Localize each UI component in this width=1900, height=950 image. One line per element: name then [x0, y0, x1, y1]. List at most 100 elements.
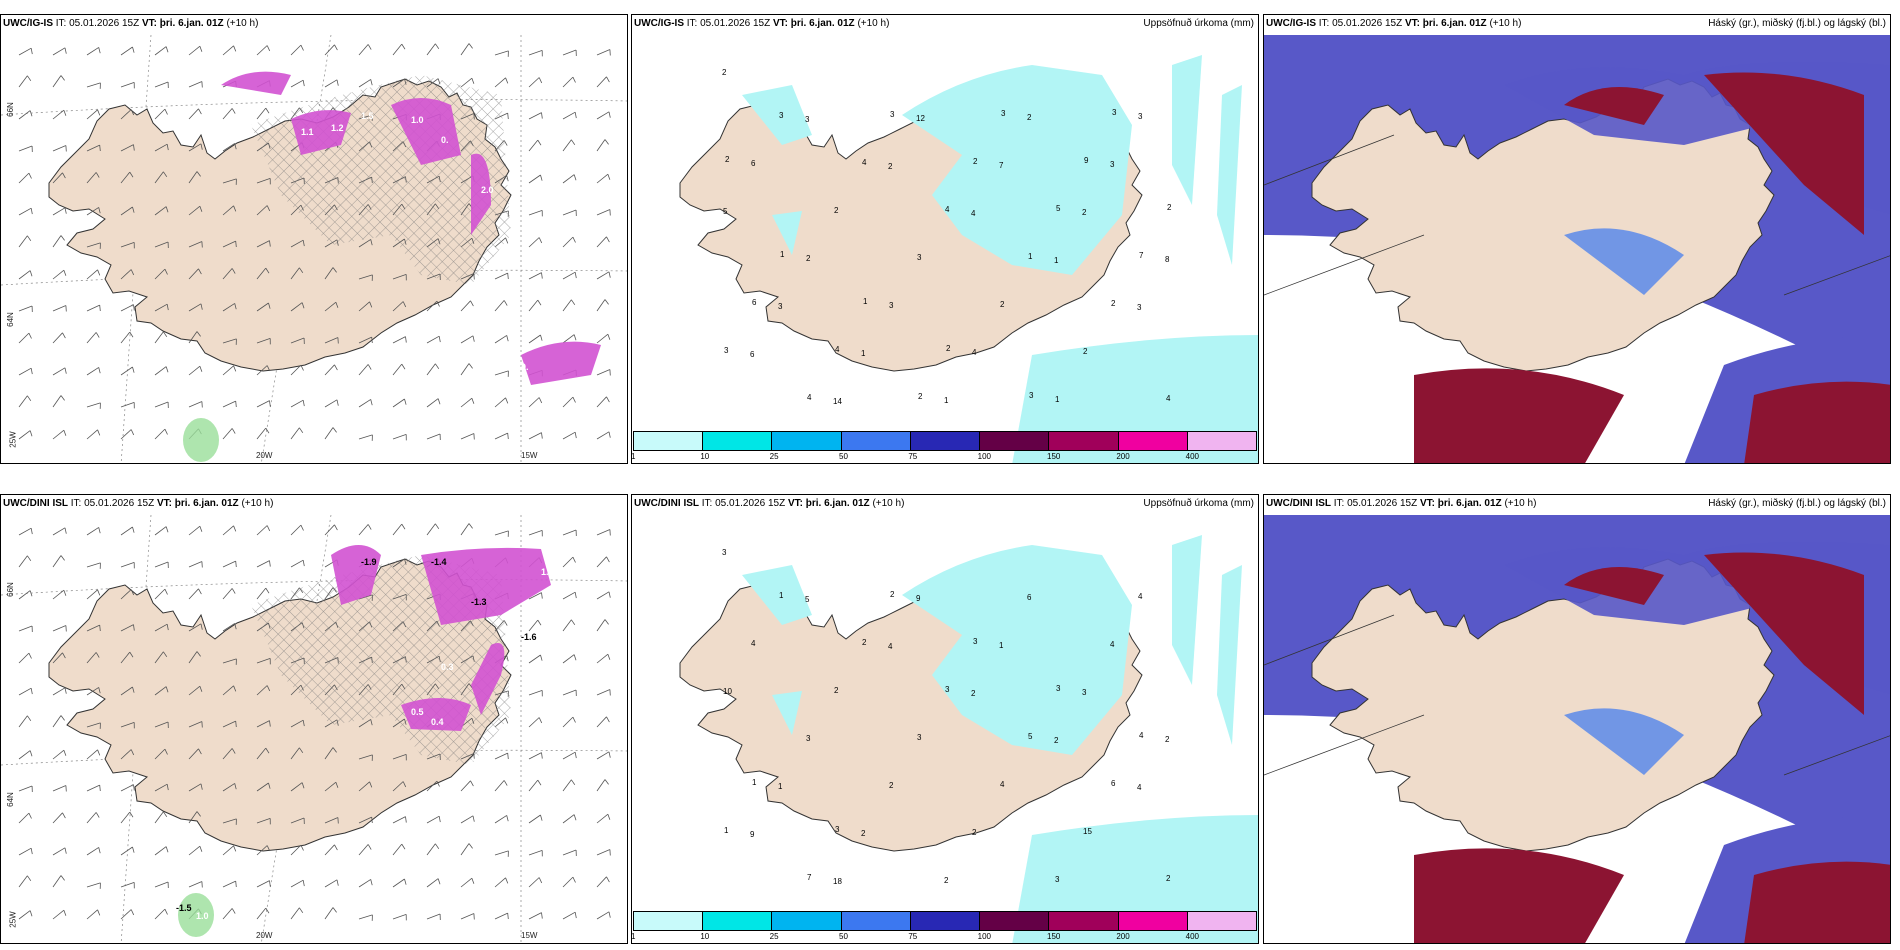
- panel-wind-igis: 1.1 1.2 1.5 1.0 0. 2.0 0.3 0. 0. 66N 64N 25W 20W 15W U…: [0, 14, 628, 464]
- wind-value: 0.: [491, 407, 499, 417]
- precip-value: 4: [945, 205, 950, 214]
- precip-value: 3: [1055, 875, 1060, 884]
- panel-wind-dini: -1.9 -1.4 -1.3 -1.6 1.3 1.6 0.4 0.3 0.5 -1.5 1.0 0.…: [0, 494, 628, 944]
- panel-field-title: Háský (gr.), miðský (fj.bl.) og lágský (…: [1708, 18, 1886, 29]
- precip-value: 15: [1083, 827, 1092, 836]
- precip-value: 6: [1027, 593, 1032, 602]
- axis-label-lat64: 64N: [5, 312, 15, 327]
- precip-value: 1: [778, 782, 783, 791]
- colorbar-tick: 1: [631, 932, 636, 941]
- precip-value: 9: [916, 594, 921, 603]
- precip-value: 3: [890, 110, 895, 119]
- vt-label: VT:: [156, 498, 172, 509]
- map-1: 2324136141272831123523413623224344123432…: [679, 55, 1258, 463]
- model-name: UWC/DINI ISL: [1266, 498, 1331, 509]
- colorbar-tick: 150: [1047, 452, 1061, 461]
- colorbar-segment: [980, 912, 1050, 930]
- precip-value: 3: [1110, 160, 1115, 169]
- precip-value: 4: [1000, 780, 1005, 789]
- precip-value: 3: [778, 302, 783, 311]
- wind-value: 1.5: [361, 111, 374, 121]
- precip-value: 6: [1111, 779, 1116, 788]
- wind-value: 2.0: [481, 185, 494, 195]
- axis-label-lat66: 66N: [5, 102, 15, 117]
- wind-value: 1.6: [561, 547, 574, 557]
- map-3: -1.9 -1.4 -1.3 -1.6 1.3 1.6 0.4 0.3 0.5 -1.5 1.0 0.…: [1, 515, 627, 943]
- snow-blob: [471, 643, 505, 715]
- iceland-land: [1311, 558, 1775, 852]
- lead-time: (+10 h): [226, 18, 259, 29]
- precip-value: 6: [751, 159, 756, 168]
- wind-value: -1.4: [431, 557, 447, 567]
- precip-value: 2: [1000, 300, 1005, 309]
- axis-label-lon15: 15W: [521, 931, 538, 940]
- snow-blob: [291, 110, 351, 155]
- precip-value: 2: [806, 254, 811, 263]
- axis-label-lon20: 20W: [256, 451, 273, 460]
- wind-value: 0.5: [411, 707, 424, 717]
- precip-value: 3: [835, 825, 840, 834]
- init-time: IT: 05.01.2026 15Z: [70, 498, 155, 509]
- lead-time: (+10 h): [872, 498, 905, 509]
- valid-time: þri. 6.jan. 01Z: [1422, 18, 1487, 29]
- colorbar-tick: 50: [839, 932, 848, 941]
- precip-value: 5: [723, 207, 728, 216]
- wind-value: 1.1: [301, 127, 314, 137]
- init-time: IT: 05.01.2026 15Z: [701, 498, 786, 509]
- precip-value: 4: [1110, 640, 1115, 649]
- axis-label-lon15: 15W: [521, 451, 538, 460]
- panel-title: UWC/DINI ISL IT: 05.01.2026 15Z VT: þri.…: [3, 498, 273, 509]
- precip-value: 3: [1056, 684, 1061, 693]
- precip-value: 1: [863, 297, 868, 306]
- precip-value: 2: [1165, 735, 1170, 744]
- precip-value: 3: [724, 346, 729, 355]
- precip-value: 9: [1084, 156, 1089, 165]
- wind-value: -1.5: [176, 903, 192, 913]
- precip-value: 4: [1138, 592, 1143, 601]
- init-time: IT: 05.01.2026 15Z: [55, 18, 140, 29]
- precip-value: 1: [752, 778, 757, 787]
- iceland-land: [1311, 78, 1775, 372]
- model-name: UWC/IG-IS: [1266, 18, 1316, 29]
- colorbar-segment: [910, 432, 981, 450]
- panel-title: UWC/IG-IS IT: 05.01.2026 15Z VT: þri. 6.…: [3, 18, 258, 29]
- precip-colorbar: [633, 911, 1257, 931]
- precip-value: 2: [725, 155, 730, 164]
- colorbar-tick: 400: [1185, 932, 1200, 941]
- precip-value: 18: [833, 877, 842, 886]
- precip-value: 3: [1029, 391, 1034, 400]
- precip-value: 2: [1083, 347, 1088, 356]
- precip-values: 3 5 4 2 2 4 9 18 9 1 3 2 1 2 2 6 4 10 3 2 2 3 4 4 2 3 4 15 2 1 2 3 5 6 1 7 2…: [722, 548, 1171, 886]
- precip-value: 1: [1055, 395, 1060, 404]
- precip-value: 2: [1082, 208, 1087, 217]
- snow-blob: [521, 341, 601, 385]
- precip-value: 4: [1137, 783, 1142, 792]
- panel-field-title: Uppsöfnuð úrkoma (mm): [1143, 498, 1254, 509]
- precip-value: 2: [1166, 874, 1171, 883]
- vt-label: VT:: [772, 18, 788, 29]
- precip-value: 6: [752, 298, 757, 307]
- map-2: [1264, 35, 1890, 463]
- panel-cloud-igis: UWC/IG-IS IT: 05.01.2026 15Z VT: þri. 6.…: [1263, 14, 1891, 464]
- precip-value: 5: [1028, 732, 1033, 741]
- precip-value: 3: [779, 111, 784, 120]
- colorbar-segment: [703, 432, 773, 450]
- colorbar-segment: [1187, 912, 1256, 930]
- colorbar-segment: [980, 432, 1050, 450]
- colorbar-segment: [634, 912, 704, 930]
- wind-value: 0.: [441, 135, 449, 145]
- precip-value: 3: [805, 115, 810, 124]
- valid-time: þri. 6.jan. 01Z: [1437, 498, 1502, 509]
- precip-value: 2: [972, 828, 977, 837]
- axis-label-lon25: 25W: [8, 431, 18, 448]
- colorbar-segment: [772, 912, 842, 930]
- lead-time: (+10 h): [1504, 498, 1537, 509]
- precip-value: 2: [946, 344, 951, 353]
- colorbar-segment: [841, 432, 911, 450]
- precip-value: 2: [973, 157, 978, 166]
- precip-value: 1: [999, 641, 1004, 650]
- snow-blobs: -1.9 -1.4 -1.3 -1.6 1.3 1.6 0.4 0.3 0.5 -1.5 1.0 0.…: [176, 545, 574, 937]
- precip-value: 7: [807, 873, 812, 882]
- wind-value: -1.3: [471, 597, 487, 607]
- precip-value: 7: [1139, 251, 1144, 260]
